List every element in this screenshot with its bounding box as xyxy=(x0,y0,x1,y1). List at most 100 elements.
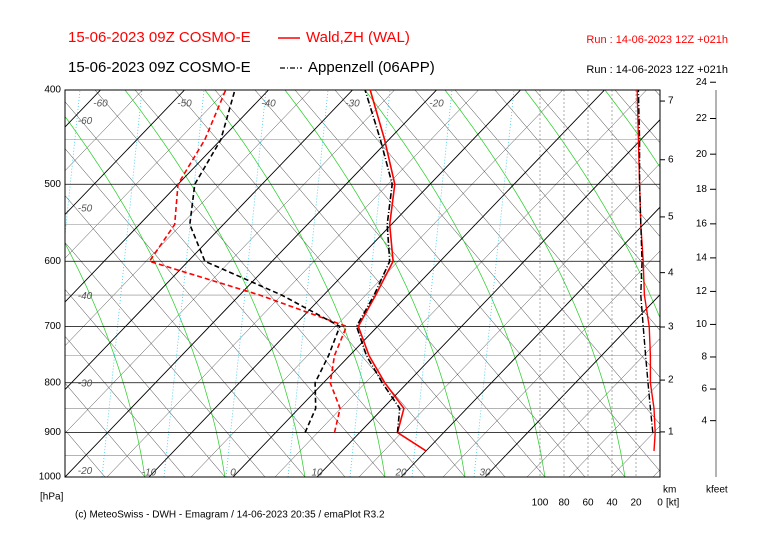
dry-adiabat xyxy=(65,288,226,477)
isotherm-label: -40 xyxy=(261,99,276,110)
wind-speed-line xyxy=(637,89,654,433)
dry-adiabat xyxy=(735,90,766,477)
isotherm xyxy=(484,294,660,477)
kfeet-tick-label: 22 xyxy=(696,113,708,124)
y-tick-label: 600 xyxy=(44,256,61,267)
y-tick-label: 900 xyxy=(44,427,61,438)
dry-adiabat xyxy=(654,90,660,97)
isotherm-label: -20 xyxy=(78,466,93,477)
isotherm xyxy=(106,90,479,477)
isotherm-label: -60 xyxy=(78,116,93,127)
kfeet-tick-label: 14 xyxy=(696,253,708,264)
dry-adiabat xyxy=(65,476,66,477)
moist-adiabat xyxy=(364,90,546,477)
isotherm xyxy=(190,90,563,477)
dry-adiabat xyxy=(574,90,660,191)
km-tick-label: 7 xyxy=(668,96,674,107)
mixing-ratio xyxy=(349,90,391,477)
mixing-ratio xyxy=(473,90,515,477)
isotherm-label: -20 xyxy=(429,99,444,110)
moist-adiabat xyxy=(65,474,66,477)
kfeet-tick-label: 24 xyxy=(696,77,708,88)
kfeet-tick-label: 8 xyxy=(701,352,707,363)
isotherm xyxy=(652,469,660,477)
moist-adiabat xyxy=(524,90,660,319)
km-tick-label: 2 xyxy=(668,375,674,386)
km-tick-label: 1 xyxy=(668,427,674,438)
isotherm xyxy=(568,381,660,477)
dry-adiabat xyxy=(0,90,25,477)
moist-adiabat xyxy=(124,90,306,477)
dry-adiabat xyxy=(65,429,106,477)
model-label: 15-06-2023 09Z COSMO-E xyxy=(68,29,251,46)
plot-frame xyxy=(64,89,661,478)
isotherm-label: -30 xyxy=(345,99,360,110)
isotherm-label: -50 xyxy=(177,99,192,110)
dry-adiabat xyxy=(65,382,146,477)
y-axis-label: [hPa] xyxy=(40,492,64,503)
kfeet-label: kfeet xyxy=(706,485,728,496)
mixing-ratio xyxy=(163,90,205,477)
isotherm-label: -60 xyxy=(93,99,108,110)
km-tick-label: 5 xyxy=(668,212,674,223)
isotherm-label: -10 xyxy=(142,468,157,479)
km-tick-label: 3 xyxy=(668,322,674,333)
isotherm xyxy=(610,425,660,477)
wind-tick-label: 40 xyxy=(606,498,618,509)
kfeet-tick-label: 4 xyxy=(701,415,707,426)
dry-adiabat xyxy=(614,90,660,144)
isotherm-tick xyxy=(65,90,269,303)
isotherm-tick xyxy=(484,294,660,477)
dry-adiabat xyxy=(65,335,186,477)
isotherm xyxy=(0,90,59,477)
dry-adiabat xyxy=(254,90,586,477)
isotherm-label: -50 xyxy=(78,203,93,214)
dry-adiabat xyxy=(294,90,626,477)
wind-tick-label: 20 xyxy=(630,498,642,509)
dry-adiabat xyxy=(65,195,306,477)
isotherm-tick xyxy=(232,90,605,477)
isotherm-tick xyxy=(65,90,185,216)
moist-adiabat xyxy=(604,90,660,168)
legend-entry: Appenzell (06APP) xyxy=(308,59,435,76)
legend-entry: Wald,ZH (WAL) xyxy=(306,29,410,46)
isotherm-label: -30 xyxy=(78,378,93,389)
run-label: Run : 14-06-2023 12Z +021h xyxy=(586,34,728,46)
kfeet-tick-label: 18 xyxy=(696,184,708,195)
moist-adiabat xyxy=(444,90,626,477)
plot: 4005006007008009001000-60-60-50-50-40-40… xyxy=(39,77,717,509)
dry-adiabat xyxy=(454,90,660,331)
temperature-line xyxy=(355,89,401,433)
y-tick-label: 500 xyxy=(44,179,61,190)
moist-adiabat xyxy=(204,90,386,477)
kfeet-tick-label: 16 xyxy=(696,218,708,229)
isotherm xyxy=(65,90,269,303)
isotherm-label: 10 xyxy=(311,468,323,479)
dry-adiabat xyxy=(174,90,506,477)
dry-adiabat xyxy=(94,90,426,477)
model-label: 15-06-2023 09Z COSMO-E xyxy=(68,59,251,76)
wind-tick-label: 80 xyxy=(558,498,570,509)
km-label: km xyxy=(663,485,676,496)
dewpoint-line xyxy=(188,89,341,433)
dry-adiabat xyxy=(494,90,660,284)
isotherm xyxy=(442,250,660,477)
km-tick-label: 6 xyxy=(668,154,674,165)
isotherm-label: -40 xyxy=(78,291,93,302)
isotherm xyxy=(737,90,766,477)
isotherm-tick xyxy=(65,90,437,477)
moist-adiabat xyxy=(284,90,466,477)
isotherm-label: 0 xyxy=(230,468,236,479)
moist-adiabat xyxy=(65,116,226,477)
isotherm-tick xyxy=(400,206,660,477)
mixing-ratio xyxy=(65,90,81,240)
isotherm xyxy=(65,90,143,172)
mixing-ratio xyxy=(287,90,329,477)
temperature-line xyxy=(357,89,427,452)
mixing-ratio xyxy=(411,90,453,477)
kfeet-tick-label: 12 xyxy=(696,286,708,297)
isotherm-tick xyxy=(316,119,660,477)
dry-adiabat xyxy=(134,90,466,477)
isotherm xyxy=(65,90,101,128)
isotherm-label: 30 xyxy=(479,468,491,479)
